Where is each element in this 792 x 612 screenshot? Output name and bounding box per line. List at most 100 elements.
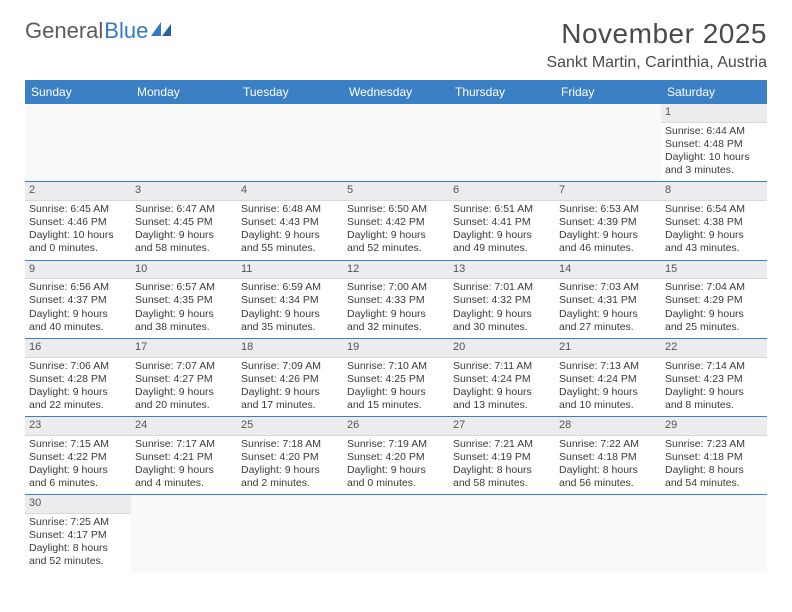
day-sunset: Sunset: 4:17 PM bbox=[29, 529, 127, 542]
day-sunrise: Sunrise: 7:01 AM bbox=[453, 281, 551, 294]
day-body: Sunrise: 7:19 AMSunset: 4:20 PMDaylight:… bbox=[343, 436, 449, 495]
calendar: SundayMondayTuesdayWednesdayThursdayFrid… bbox=[25, 80, 767, 573]
month-title: November 2025 bbox=[546, 18, 767, 50]
day-sunset: Sunset: 4:46 PM bbox=[29, 216, 127, 229]
day-sunset: Sunset: 4:32 PM bbox=[453, 294, 551, 307]
day-cell-empty bbox=[237, 495, 343, 572]
day-day1: Daylight: 9 hours bbox=[135, 464, 233, 477]
day-sunrise: Sunrise: 7:06 AM bbox=[29, 360, 127, 373]
day-number: 3 bbox=[131, 182, 237, 201]
day-cell-empty bbox=[555, 104, 661, 181]
day-day1: Daylight: 9 hours bbox=[559, 386, 657, 399]
week-row: 1 Sunrise: 6:44 AMSunset: 4:48 PMDaylight… bbox=[25, 104, 767, 182]
day-number: 9 bbox=[25, 261, 131, 280]
day-sunset: Sunset: 4:38 PM bbox=[665, 216, 763, 229]
day-day2: and 10 minutes. bbox=[559, 399, 657, 412]
day-sunset: Sunset: 4:20 PM bbox=[347, 451, 445, 464]
day-body: Sunrise: 7:09 AMSunset: 4:26 PMDaylight:… bbox=[237, 358, 343, 417]
day-cell: 25Sunrise: 7:18 AMSunset: 4:20 PMDayligh… bbox=[237, 417, 343, 494]
day-cell: 19Sunrise: 7:10 AMSunset: 4:25 PMDayligh… bbox=[343, 339, 449, 416]
logo-sail-icon bbox=[151, 22, 173, 38]
day-day2: and 54 minutes. bbox=[665, 477, 763, 490]
day-day2: and 30 minutes. bbox=[453, 321, 551, 334]
day-cell: 10Sunrise: 6:57 AMSunset: 4:35 PMDayligh… bbox=[131, 261, 237, 338]
day-body: Sunrise: 7:21 AMSunset: 4:19 PMDaylight:… bbox=[449, 436, 555, 495]
day-sunrise: Sunrise: 7:15 AM bbox=[29, 438, 127, 451]
day-number: 22 bbox=[661, 339, 767, 358]
day-day2: and 38 minutes. bbox=[135, 321, 233, 334]
day-body: Sunrise: 6:53 AMSunset: 4:39 PMDaylight:… bbox=[555, 201, 661, 260]
day-number: 6 bbox=[449, 182, 555, 201]
day-sunset: Sunset: 4:18 PM bbox=[559, 451, 657, 464]
day-day1: Daylight: 9 hours bbox=[347, 386, 445, 399]
day-body: Sunrise: 7:07 AMSunset: 4:27 PMDaylight:… bbox=[131, 358, 237, 417]
logo-text-blue: Blue bbox=[104, 18, 148, 44]
day-cell: 14Sunrise: 7:03 AMSunset: 4:31 PMDayligh… bbox=[555, 261, 661, 338]
day-sunrise: Sunrise: 6:47 AM bbox=[135, 203, 233, 216]
day-number: 28 bbox=[555, 417, 661, 436]
day-sunset: Sunset: 4:48 PM bbox=[665, 138, 763, 151]
day-sunset: Sunset: 4:34 PM bbox=[241, 294, 339, 307]
day-body: Sunrise: 7:23 AMSunset: 4:18 PMDaylight:… bbox=[661, 436, 767, 495]
day-day2: and 32 minutes. bbox=[347, 321, 445, 334]
day-day2: and 46 minutes. bbox=[559, 242, 657, 255]
day-day1: Daylight: 10 hours bbox=[665, 151, 763, 164]
day-body: Sunrise: 7:15 AMSunset: 4:22 PMDaylight:… bbox=[25, 436, 131, 495]
day-day1: Daylight: 9 hours bbox=[665, 386, 763, 399]
day-sunset: Sunset: 4:45 PM bbox=[135, 216, 233, 229]
day-day1: Daylight: 9 hours bbox=[135, 386, 233, 399]
weekday-header-cell: Monday bbox=[131, 80, 237, 104]
day-cell: 5Sunrise: 6:50 AMSunset: 4:42 PMDaylight… bbox=[343, 182, 449, 259]
day-body: Sunrise: 6:59 AMSunset: 4:34 PMDaylight:… bbox=[237, 279, 343, 338]
day-number: 10 bbox=[131, 261, 237, 280]
day-sunrise: Sunrise: 6:53 AM bbox=[559, 203, 657, 216]
day-cell: 22Sunrise: 7:14 AMSunset: 4:23 PMDayligh… bbox=[661, 339, 767, 416]
day-number: 4 bbox=[237, 182, 343, 201]
day-cell: 29Sunrise: 7:23 AMSunset: 4:18 PMDayligh… bbox=[661, 417, 767, 494]
day-number: 12 bbox=[343, 261, 449, 280]
day-cell: 17Sunrise: 7:07 AMSunset: 4:27 PMDayligh… bbox=[131, 339, 237, 416]
day-day2: and 52 minutes. bbox=[347, 242, 445, 255]
day-sunrise: Sunrise: 7:18 AM bbox=[241, 438, 339, 451]
day-sunrise: Sunrise: 6:50 AM bbox=[347, 203, 445, 216]
day-sunset: Sunset: 4:27 PM bbox=[135, 373, 233, 386]
weekday-header-cell: Saturday bbox=[661, 80, 767, 104]
day-number: 2 bbox=[25, 182, 131, 201]
day-body: Sunrise: 6:48 AMSunset: 4:43 PMDaylight:… bbox=[237, 201, 343, 260]
day-sunrise: Sunrise: 7:22 AM bbox=[559, 438, 657, 451]
day-body: Sunrise: 7:25 AMSunset: 4:17 PMDaylight:… bbox=[25, 514, 131, 573]
day-body: Sunrise: 7:01 AMSunset: 4:32 PMDaylight:… bbox=[449, 279, 555, 338]
day-sunrise: Sunrise: 6:48 AM bbox=[241, 203, 339, 216]
day-day2: and 58 minutes. bbox=[453, 477, 551, 490]
day-day1: Daylight: 9 hours bbox=[453, 308, 551, 321]
day-day1: Daylight: 9 hours bbox=[559, 229, 657, 242]
day-day2: and 49 minutes. bbox=[453, 242, 551, 255]
weekday-header-cell: Sunday bbox=[25, 80, 131, 104]
day-cell: 27Sunrise: 7:21 AMSunset: 4:19 PMDayligh… bbox=[449, 417, 555, 494]
day-day2: and 25 minutes. bbox=[665, 321, 763, 334]
day-cell: 13Sunrise: 7:01 AMSunset: 4:32 PMDayligh… bbox=[449, 261, 555, 338]
day-sunset: Sunset: 4:22 PM bbox=[29, 451, 127, 464]
day-number: 13 bbox=[449, 261, 555, 280]
day-day1: Daylight: 9 hours bbox=[453, 229, 551, 242]
day-cell: 12Sunrise: 7:00 AMSunset: 4:33 PMDayligh… bbox=[343, 261, 449, 338]
day-sunrise: Sunrise: 7:03 AM bbox=[559, 281, 657, 294]
day-sunset: Sunset: 4:37 PM bbox=[29, 294, 127, 307]
day-number: 30 bbox=[25, 495, 131, 514]
day-body: Sunrise: 7:14 AMSunset: 4:23 PMDaylight:… bbox=[661, 358, 767, 417]
weekday-header-cell: Friday bbox=[555, 80, 661, 104]
logo: GeneralBlue bbox=[25, 18, 173, 44]
weekday-header-cell: Wednesday bbox=[343, 80, 449, 104]
day-sunrise: Sunrise: 6:54 AM bbox=[665, 203, 763, 216]
day-cell-empty bbox=[661, 495, 767, 572]
day-number: 1 bbox=[661, 104, 767, 123]
weeks-container: 1Sunrise: 6:44 AMSunset: 4:48 PMDaylight… bbox=[25, 104, 767, 573]
day-cell-empty bbox=[237, 104, 343, 181]
day-sunrise: Sunrise: 6:44 AM bbox=[665, 125, 763, 138]
day-day2: and 8 minutes. bbox=[665, 399, 763, 412]
day-sunrise: Sunrise: 7:04 AM bbox=[665, 281, 763, 294]
day-number: 19 bbox=[343, 339, 449, 358]
day-number: 20 bbox=[449, 339, 555, 358]
header: GeneralBlue November 2025 Sankt Martin, … bbox=[25, 18, 767, 72]
week-row: 30Sunrise: 7:25 AMSunset: 4:17 PMDayligh… bbox=[25, 495, 767, 572]
